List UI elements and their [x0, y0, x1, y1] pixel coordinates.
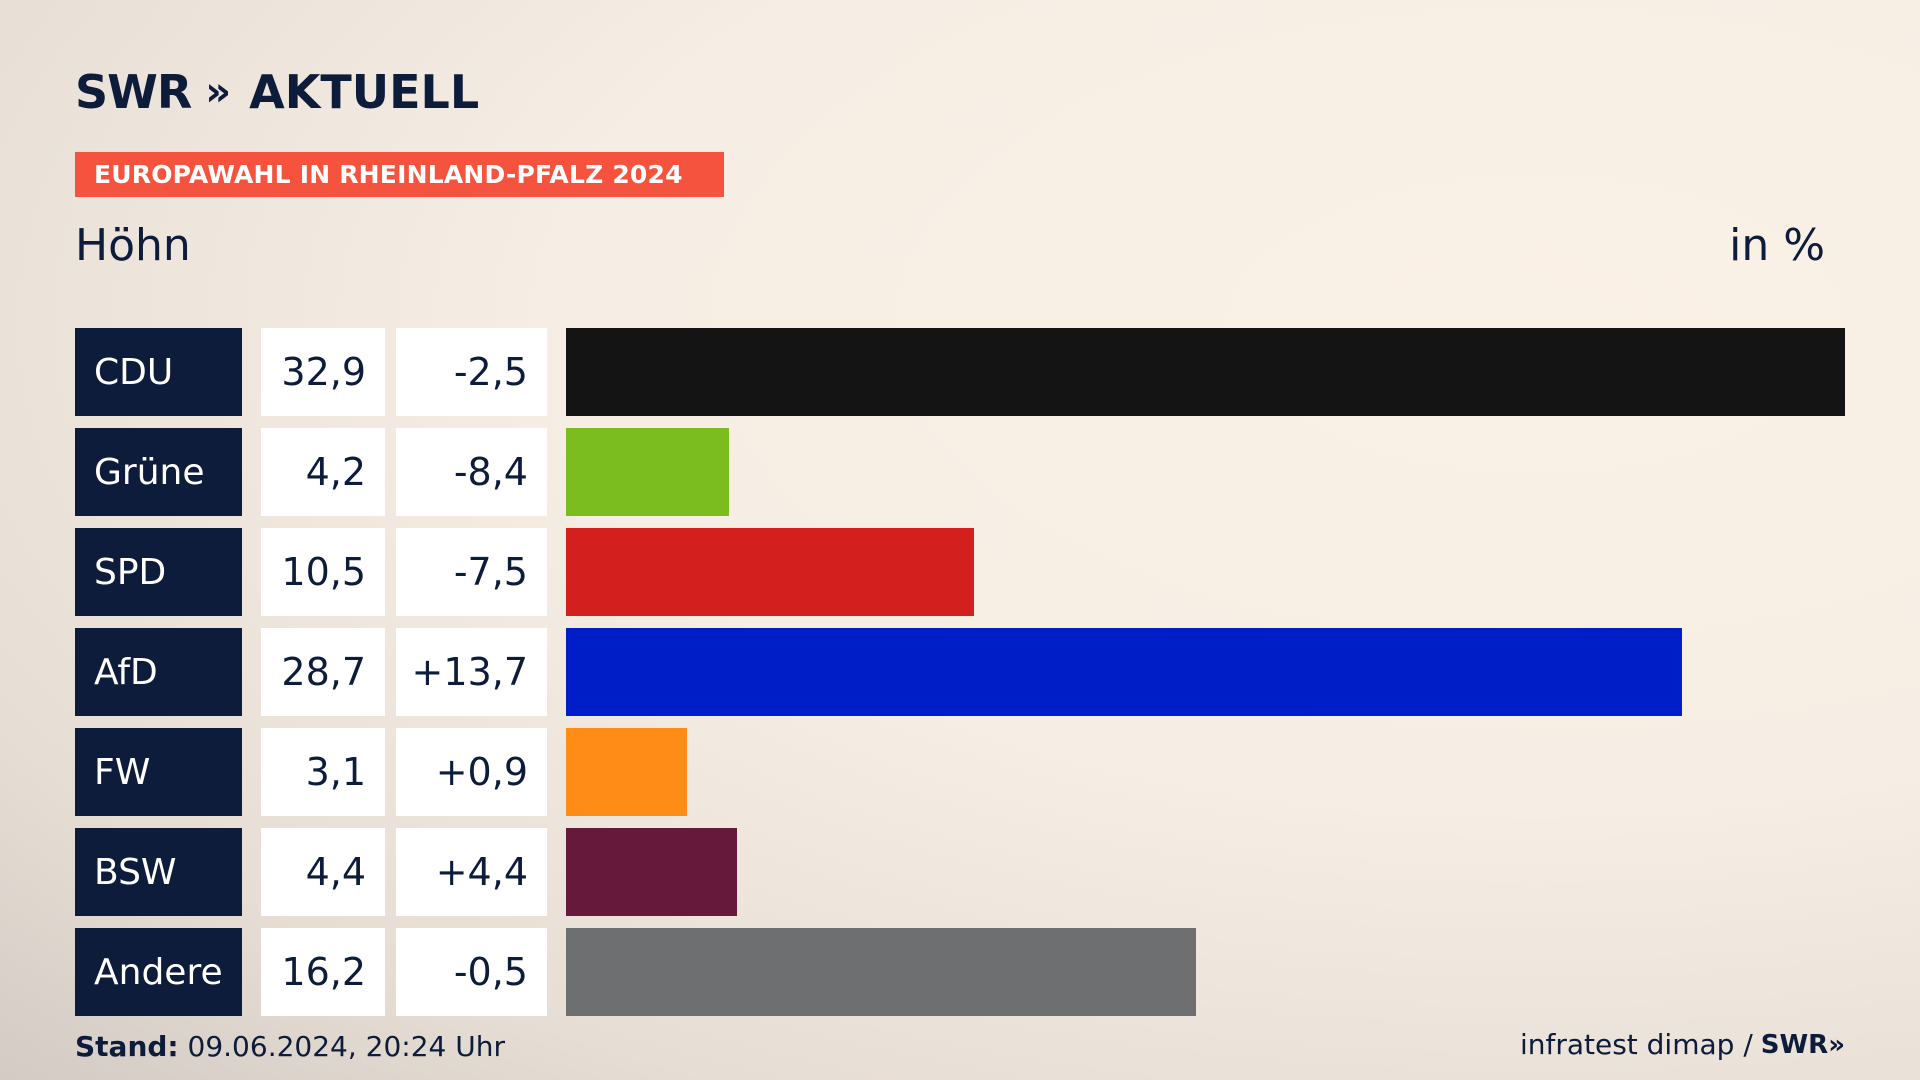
bar	[566, 828, 737, 916]
source-footer: infratest dimap / SWR»	[1520, 1028, 1845, 1061]
logo-aktuell-text: AKTUELL	[249, 65, 480, 119]
party-label: SPD	[75, 528, 242, 616]
election-banner: EUROPAWAHL IN RHEINLAND-PFALZ 2024	[75, 152, 724, 197]
change-value: -0,5	[396, 928, 547, 1016]
vote-share-value: 28,7	[261, 628, 385, 716]
source-swr-logo: SWR»	[1760, 1029, 1845, 1060]
bar	[566, 628, 1682, 716]
timestamp-footer: Stand: 09.06.2024, 20:24 Uhr	[75, 1030, 505, 1063]
party-label: Grüne	[75, 428, 242, 516]
vote-share-value: 3,1	[261, 728, 385, 816]
vote-share-value: 4,4	[261, 828, 385, 916]
bar	[566, 928, 1196, 1016]
bar	[566, 328, 1845, 416]
party-label: AfD	[75, 628, 242, 716]
change-value: -7,5	[396, 528, 547, 616]
party-label: CDU	[75, 328, 242, 416]
change-value: -2,5	[396, 328, 547, 416]
stand-label: Stand:	[75, 1030, 179, 1063]
bar	[566, 728, 687, 816]
swr-aktuell-logo: SWR » AKTUELL	[75, 64, 479, 120]
change-value: -8,4	[396, 428, 547, 516]
change-value: +13,7	[396, 628, 547, 716]
change-value: +0,9	[396, 728, 547, 816]
source-text: infratest dimap /	[1519, 1028, 1753, 1061]
party-label: Andere	[75, 928, 242, 1016]
logo-swr-text: SWR	[75, 65, 192, 119]
party-label: FW	[75, 728, 242, 816]
vote-share-value: 10,5	[261, 528, 385, 616]
vote-share-value: 32,9	[261, 328, 385, 416]
vote-share-value: 4,2	[261, 428, 385, 516]
bar	[566, 528, 974, 616]
vote-share-value: 16,2	[261, 928, 385, 1016]
party-label: BSW	[75, 828, 242, 916]
stand-value: 09.06.2024, 20:24 Uhr	[187, 1030, 505, 1063]
unit-label: in %	[1729, 220, 1825, 271]
bar	[566, 428, 729, 516]
change-value: +4,4	[396, 828, 547, 916]
municipality-title: Höhn	[75, 220, 191, 271]
